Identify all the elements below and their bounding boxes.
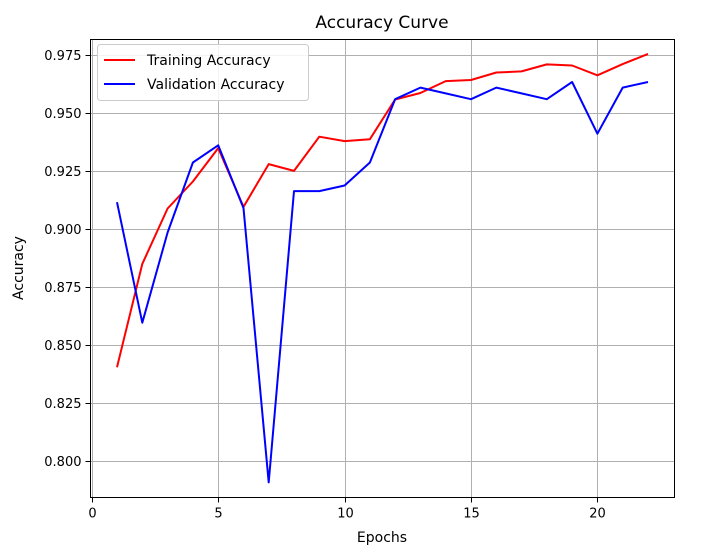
series-line-training-accuracy <box>116 52 649 368</box>
y-tick-label: 0.975 <box>44 49 81 64</box>
x-tick-label: 5 <box>214 507 222 522</box>
chart-title: Accuracy Curve <box>315 13 448 33</box>
x-tick-label: 20 <box>589 507 606 522</box>
series-line-validation-accuracy <box>116 81 649 484</box>
legend-label-training: Training Accuracy <box>146 53 271 69</box>
y-tick-label: 0.950 <box>44 107 81 122</box>
x-tick-label: 10 <box>337 507 354 522</box>
legend: Training Accuracy Validation Accuracy <box>97 44 309 101</box>
series-lines <box>116 52 649 484</box>
grid <box>90 39 675 498</box>
x-axis-label: Epochs <box>357 530 407 546</box>
x-axis: 0 5 10 15 20 <box>88 497 606 522</box>
x-tick-label: 15 <box>463 507 480 522</box>
x-tick-label: 0 <box>88 507 96 522</box>
legend-label-validation: Validation Accuracy <box>147 77 285 93</box>
y-tick-label: 0.825 <box>44 397 81 412</box>
y-tick-label: 0.850 <box>44 339 81 354</box>
y-tick-label: 0.900 <box>44 223 81 238</box>
plot-frame <box>90 39 675 498</box>
y-axis: 0.800 0.825 0.850 0.875 0.900 0.925 0.950 0.975 <box>44 49 91 470</box>
y-axis-label: Accuracy <box>11 236 27 300</box>
y-tick-label: 0.875 <box>44 281 81 296</box>
y-tick-label: 0.925 <box>44 165 81 180</box>
y-tick-label: 0.800 <box>44 455 81 470</box>
legend-box <box>97 44 309 101</box>
